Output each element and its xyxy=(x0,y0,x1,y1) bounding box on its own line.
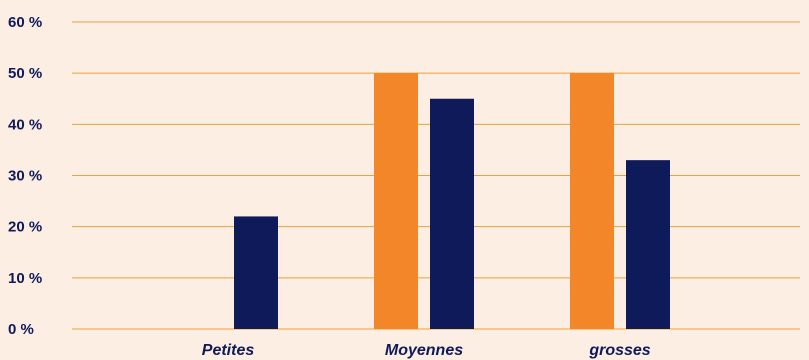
x-category-label: grosses xyxy=(588,342,650,359)
y-tick-label: 50 % xyxy=(8,65,42,82)
bar-moyennes-series-1 xyxy=(374,73,418,330)
y-tick-label: 60 % xyxy=(8,14,42,31)
x-category-label: Petites xyxy=(202,342,255,359)
y-tick-label: 40 % xyxy=(8,116,42,133)
bar-grosses-series-2 xyxy=(626,160,670,329)
bar-grosses-series-1 xyxy=(570,73,614,330)
y-axis-tick-labels: 0 % 10 % 20 % 30 % 40 % 50 % 60 % xyxy=(8,14,42,338)
bar-petites-series-2 xyxy=(234,216,278,329)
y-tick-label: 30 % xyxy=(8,168,42,185)
y-tick-label: 10 % xyxy=(8,270,42,287)
bars xyxy=(234,73,670,330)
y-tick-label: 0 % xyxy=(8,321,34,338)
y-tick-label: 20 % xyxy=(8,219,42,236)
x-axis-category-labels: Petites Moyennes grosses xyxy=(202,342,651,359)
bar-moyennes-series-2 xyxy=(430,98,474,329)
x-category-label: Moyennes xyxy=(385,342,463,359)
